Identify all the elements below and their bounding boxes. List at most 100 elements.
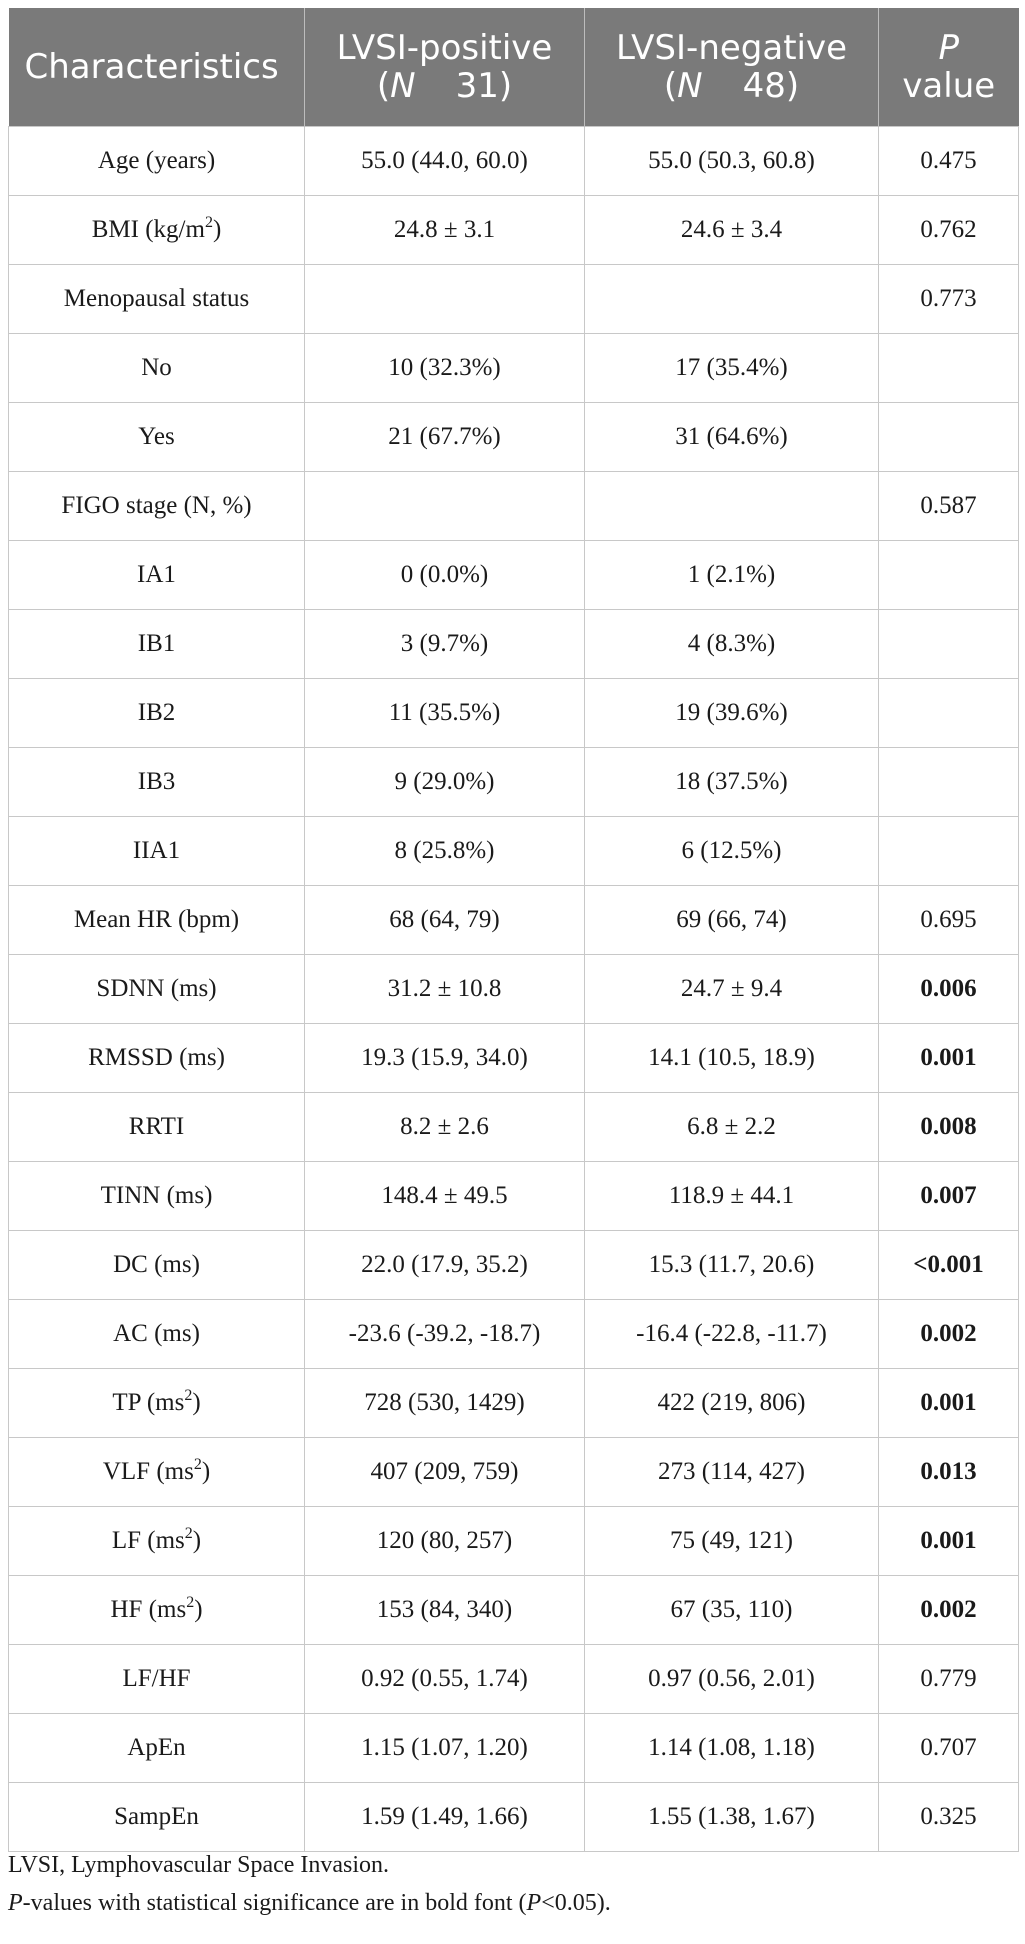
row-characteristic: Mean HR (bpm) (8, 885, 305, 955)
row-characteristic: IIA1 (8, 816, 305, 886)
header-lvsi-positive-n-value: 31) (455, 66, 513, 106)
row-label: BMI (kg/m (91, 216, 205, 243)
row-lvsi-positive: 19.3 (15.9, 34.0) (304, 1023, 585, 1093)
row-label: Menopausal status (63, 285, 250, 312)
row-lvsi-negative: 0.97 (0.56, 2.01) (584, 1644, 879, 1714)
row-p-value: 0.587 (878, 471, 1019, 541)
row-label: Mean HR (bpm) (73, 906, 240, 933)
footnote-text: -values with statistical significance ar… (22, 1890, 527, 1916)
row-label: FIGO stage (N, %) (61, 492, 252, 519)
table-row: BMI (kg/m2) 24.8 ± 3.1 24.6 ± 3.4 0.762 (8, 195, 1019, 265)
row-characteristic: AC (ms) (8, 1299, 305, 1369)
table-row: RRTI 8.2 ± 2.6 6.8 ± 2.2 0.008 (8, 1092, 1019, 1162)
table-row: SampEn 1.59 (1.49, 1.66) 1.55 (1.38, 1.67)… (8, 1782, 1019, 1852)
row-characteristic: VLF (ms2) (8, 1437, 305, 1507)
header-lvsi-negative-title: LVSI-negative (615, 28, 848, 68)
row-label-suffix: ) (192, 1527, 202, 1554)
row-label-superscript: 2 (193, 1456, 202, 1473)
row-lvsi-negative: 118.9 ± 44.1 (584, 1161, 879, 1231)
table-row: IIA1 8 (25.8%) 6 (12.5%) (8, 816, 1019, 886)
row-lvsi-negative: 6.8 ± 2.2 (584, 1092, 879, 1162)
row-lvsi-positive: 11 (35.5%) (304, 678, 585, 748)
row-p-value (878, 609, 1019, 679)
footnote-abbreviation: LVSI, Lymphovascular Space Invasion. (8, 1852, 390, 1878)
row-lvsi-negative: 1 (2.1%) (584, 540, 879, 610)
row-characteristic: FIGO stage (N, %) (8, 471, 305, 541)
row-p-value: 0.002 (878, 1299, 1019, 1369)
row-lvsi-negative: 75 (49, 121) (584, 1506, 879, 1576)
row-lvsi-negative: 17 (35.4%) (584, 333, 879, 403)
row-label: TP (ms (112, 1389, 185, 1416)
row-characteristic: IA1 (8, 540, 305, 610)
header-p-value: P value (878, 8, 1019, 127)
row-p-value (878, 402, 1019, 472)
table-row: No 10 (32.3%) 17 (35.4%) (8, 333, 1019, 403)
header-lvsi-negative: LVSI-negative (N 48) (584, 8, 879, 127)
row-p-value (878, 333, 1019, 403)
row-lvsi-positive: 31.2 ± 10.8 (304, 954, 585, 1024)
header-lvsi-negative-n-label: N (677, 66, 703, 106)
row-characteristic: HF (ms2) (8, 1575, 305, 1645)
characteristics-table-container: Characteristics LVSI-positive (N 31) LVSI… (8, 8, 1019, 1852)
row-label-superscript: 2 (204, 214, 213, 231)
row-p-value (878, 747, 1019, 817)
table-row: TP (ms2) 728 (530, 1429) 422 (219, 806) 0.0… (8, 1368, 1019, 1438)
row-p-value (878, 678, 1019, 748)
footnote-significance: P-values with statistical significance a… (8, 1884, 611, 1922)
table-row: ApEn 1.15 (1.07, 1.20) 1.14 (1.08, 1.18) 0.… (8, 1713, 1019, 1783)
row-lvsi-positive: 120 (80, 257) (304, 1506, 585, 1576)
row-lvsi-negative: 18 (37.5%) (584, 747, 879, 817)
row-lvsi-positive: 22.0 (17.9, 35.2) (304, 1230, 585, 1300)
row-p-value (878, 816, 1019, 886)
row-p-value: 0.695 (878, 885, 1019, 955)
table-row: Yes 21 (67.7%) 31 (64.6%) (8, 402, 1019, 472)
row-label: Yes (138, 423, 175, 450)
row-label: LF/HF (122, 1665, 191, 1692)
header-row: Characteristics LVSI-positive (N 31) LVSI… (8, 8, 1019, 127)
row-characteristic: Yes (8, 402, 305, 472)
row-characteristic: Age (years) (8, 126, 305, 196)
header-lvsi-positive-n-label: N (390, 66, 416, 106)
row-label: IB1 (137, 630, 176, 657)
table-row: IA1 0 (0.0%) 1 (2.1%) (8, 540, 1019, 610)
row-lvsi-positive: 68 (64, 79) (304, 885, 585, 955)
row-lvsi-negative (584, 471, 879, 541)
header-p-letter: P (938, 28, 959, 68)
row-label-suffix: ) (194, 1596, 203, 1623)
row-lvsi-negative: -16.4 (-22.8, -11.7) (584, 1299, 879, 1369)
row-label: Age (years) (97, 147, 216, 174)
row-p-value: 0.001 (878, 1023, 1019, 1093)
row-label: SDNN (ms) (96, 975, 217, 1002)
table-row: IB2 11 (35.5%) 19 (39.6%) (8, 678, 1019, 748)
row-characteristic: No (8, 333, 305, 403)
row-label: RRTI (128, 1113, 185, 1140)
row-lvsi-positive (304, 264, 585, 334)
header-value-word: value (902, 66, 996, 106)
row-label: TINN (ms) (100, 1182, 213, 1209)
footnote-p-italic-2: P (526, 1890, 542, 1916)
row-characteristic: DC (ms) (8, 1230, 305, 1300)
row-lvsi-positive: 24.8 ± 3.1 (304, 195, 585, 265)
row-characteristic: LF/HF (8, 1644, 305, 1714)
row-characteristic: TP (ms2) (8, 1368, 305, 1438)
row-p-value: <0.001 (878, 1230, 1019, 1300)
row-p-value: 0.773 (878, 264, 1019, 334)
header-lvsi-negative-n-value: 48) (742, 66, 800, 106)
row-lvsi-negative: 1.55 (1.38, 1.67) (584, 1782, 879, 1852)
row-label-superscript: 2 (184, 1387, 193, 1404)
row-p-value: 0.007 (878, 1161, 1019, 1231)
row-p-value: 0.013 (878, 1437, 1019, 1507)
row-lvsi-positive: 8 (25.8%) (304, 816, 585, 886)
row-lvsi-negative: 24.6 ± 3.4 (584, 195, 879, 265)
header-characteristics: Characteristics (8, 8, 305, 127)
row-characteristic: SDNN (ms) (8, 954, 305, 1024)
row-p-value: 0.707 (878, 1713, 1019, 1783)
row-label-superscript: 2 (184, 1525, 193, 1542)
row-characteristic: TINN (ms) (8, 1161, 305, 1231)
table-row: DC (ms) 22.0 (17.9, 35.2) 15.3 (11.7, 20.6… (8, 1230, 1019, 1300)
row-p-value: 0.325 (878, 1782, 1019, 1852)
row-characteristic: RMSSD (ms) (8, 1023, 305, 1093)
row-lvsi-negative: 14.1 (10.5, 18.9) (584, 1023, 879, 1093)
table-row: FIGO stage (N, %) 0.587 (8, 471, 1019, 541)
row-characteristic: IB1 (8, 609, 305, 679)
